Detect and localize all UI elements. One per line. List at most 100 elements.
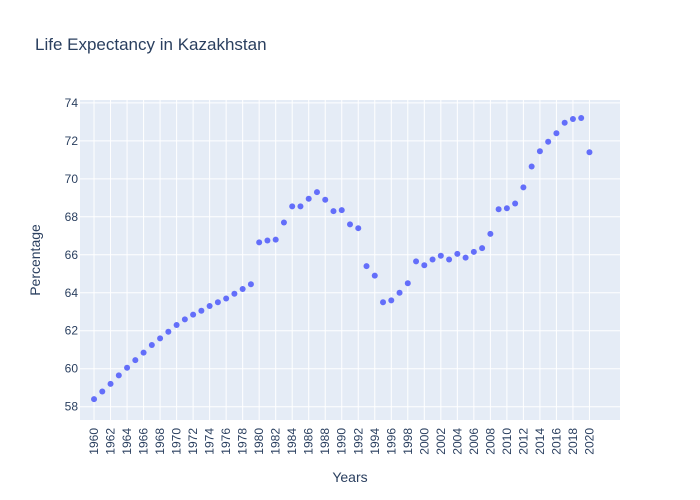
x-tick-label: 2008 — [483, 428, 497, 455]
y-tick-label: 72 — [65, 134, 79, 148]
x-tick-label: 1972 — [186, 428, 200, 455]
data-point — [305, 195, 312, 202]
data-point — [214, 299, 221, 306]
x-tick-label: 1980 — [252, 428, 266, 455]
x-tick-label: 1986 — [302, 428, 316, 455]
data-point — [528, 163, 535, 170]
x-tick-label: 2012 — [516, 428, 530, 455]
data-point — [388, 297, 395, 304]
x-tick-label: 1982 — [269, 428, 283, 455]
x-tick-label: 1962 — [104, 428, 118, 455]
x-tick-label: 1996 — [384, 428, 398, 455]
data-point — [545, 138, 552, 145]
data-point — [140, 349, 147, 356]
x-tick-label: 2018 — [566, 428, 580, 455]
data-point — [371, 272, 378, 279]
x-tick-label: 2002 — [434, 428, 448, 455]
y-tick-label: 68 — [65, 210, 79, 224]
x-tick-label: 2006 — [467, 428, 481, 455]
y-tick-label: 66 — [65, 248, 79, 262]
y-tick-label: 62 — [65, 324, 79, 338]
data-point — [421, 262, 428, 269]
data-point — [553, 130, 560, 137]
data-point — [148, 341, 155, 348]
data-point — [223, 295, 230, 302]
x-tick-label: 1984 — [285, 428, 299, 455]
data-point — [247, 281, 254, 288]
data-point — [561, 119, 568, 126]
data-point — [586, 149, 593, 156]
data-point — [404, 280, 411, 287]
data-point — [206, 303, 213, 310]
x-tick-label: 1976 — [219, 428, 233, 455]
y-tick-label: 64 — [65, 286, 79, 300]
data-point — [520, 184, 527, 191]
x-tick-label: 1974 — [203, 428, 217, 455]
x-tick-label: 1998 — [401, 428, 415, 455]
data-point — [454, 250, 461, 257]
data-point — [462, 254, 469, 261]
y-tick-label: 60 — [65, 362, 79, 376]
x-tick-label: 1994 — [368, 428, 382, 455]
data-point — [437, 252, 444, 259]
data-point — [512, 200, 519, 207]
data-point — [536, 148, 543, 155]
data-point — [470, 248, 477, 255]
data-point — [355, 225, 362, 232]
data-point — [173, 322, 180, 329]
data-point — [190, 311, 197, 318]
data-point — [124, 364, 131, 371]
grid-lines — [80, 100, 620, 420]
x-tick-label: 2016 — [549, 428, 563, 455]
data-point — [181, 316, 188, 323]
x-tick-label: 1968 — [153, 428, 167, 455]
x-tick-label: 2004 — [450, 428, 464, 455]
data-point — [487, 230, 494, 237]
data-point — [99, 388, 106, 395]
data-point — [330, 208, 337, 215]
data-point — [479, 245, 486, 252]
data-point — [380, 299, 387, 306]
x-tick-label: 2010 — [500, 428, 514, 455]
x-tick-labels: 1960 1962 1964 1966 1968 1970 1972 1974 1976 1978… — [87, 428, 596, 455]
x-axis-title: Years — [332, 469, 367, 485]
x-tick-label: 1966 — [137, 428, 151, 455]
data-point — [157, 335, 164, 342]
chart-title: Life Expectancy in Kazakhstan — [35, 35, 267, 54]
data-point — [239, 285, 246, 292]
data-point — [503, 205, 510, 212]
plot-background — [80, 100, 620, 420]
data-point — [107, 380, 114, 387]
data-point — [322, 196, 329, 203]
x-tick-label: 1988 — [318, 428, 332, 455]
y-tick-label: 74 — [65, 96, 79, 110]
data-point — [495, 206, 502, 213]
data-point — [578, 115, 585, 122]
data-point — [413, 258, 420, 265]
data-point — [132, 357, 139, 364]
y-tick-label: 70 — [65, 172, 79, 186]
x-tick-label: 1964 — [120, 428, 134, 455]
data-point — [272, 236, 279, 243]
data-point — [231, 290, 238, 297]
data-point — [264, 237, 271, 244]
data-point — [256, 239, 263, 246]
data-point — [165, 328, 172, 335]
data-point — [91, 396, 98, 403]
y-tick-labels: 58 60 62 64 66 68 70 72 74 — [65, 96, 79, 414]
x-tick-label: 2000 — [417, 428, 431, 455]
data-point — [569, 115, 576, 122]
y-axis-title: Percentage — [27, 224, 43, 296]
x-tick-label: 2020 — [582, 428, 596, 455]
data-point — [347, 221, 353, 228]
data-point — [297, 203, 304, 210]
x-tick-label: 1970 — [170, 428, 184, 455]
x-tick-label: 1992 — [351, 428, 365, 455]
data-point — [446, 256, 453, 263]
data-point — [198, 307, 205, 314]
x-tick-label: 2014 — [533, 428, 547, 455]
y-tick-label: 58 — [65, 400, 79, 414]
data-point — [363, 263, 370, 270]
data-point — [338, 207, 345, 214]
